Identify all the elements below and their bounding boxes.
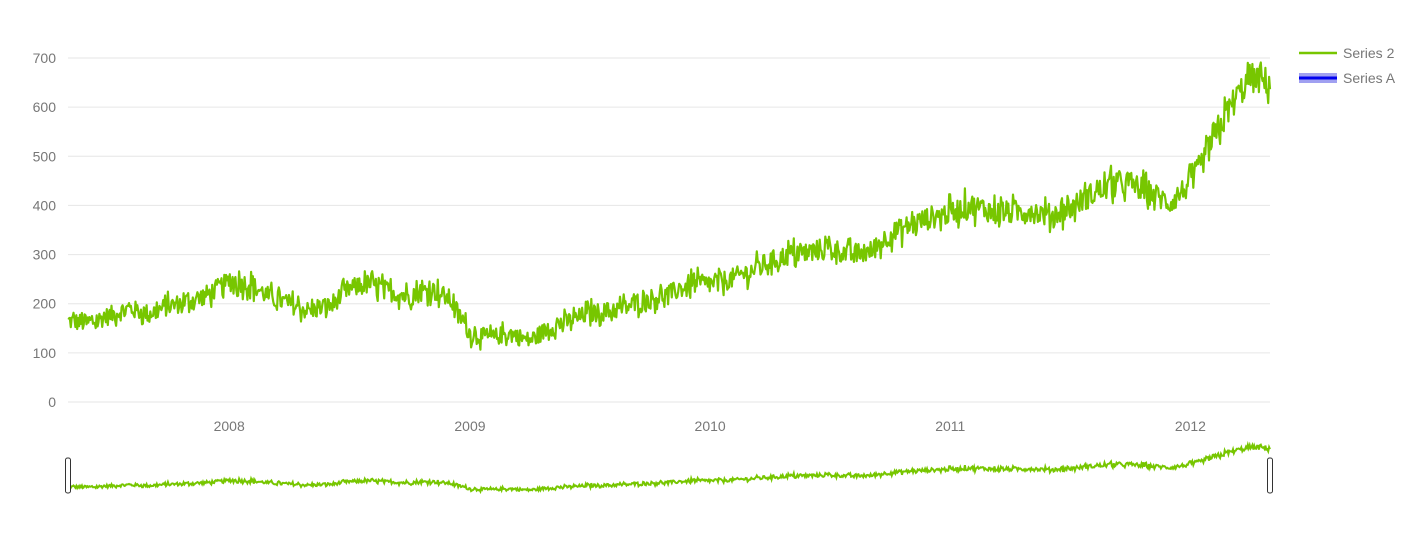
y-tick-label: 0: [48, 394, 56, 410]
range-handle-right[interactable]: [1267, 457, 1273, 494]
legend-item-label[interactable]: Series 2: [1343, 45, 1395, 61]
x-axis-ticks: 2008 2009 2010 2011 2012: [214, 418, 1207, 434]
y-tick-label: 400: [33, 197, 57, 213]
navigator-series-line: [67, 440, 1271, 495]
grid-layer: [68, 57, 1270, 403]
series-2-line[interactable]: [67, 61, 1272, 351]
y-tick-label: 300: [33, 247, 57, 263]
range-navigator: [65, 440, 1273, 495]
x-tick-label: 2012: [1175, 418, 1206, 434]
y-tick-label: 200: [33, 296, 57, 312]
y-tick-label: 500: [33, 148, 57, 164]
legend-item-label[interactable]: Series A: [1343, 70, 1396, 86]
y-tick-label: 700: [33, 50, 57, 66]
range-handle-left[interactable]: [65, 457, 71, 494]
x-tick-label: 2008: [214, 418, 245, 434]
x-tick-label: 2010: [695, 418, 726, 434]
x-tick-label: 2009: [454, 418, 485, 434]
legend: Series 2 Series A: [1299, 45, 1396, 86]
y-tick-label: 100: [33, 345, 57, 361]
y-tick-label: 600: [33, 99, 57, 115]
series-layer: [67, 61, 1272, 351]
x-tick-label: 2011: [935, 418, 965, 434]
y-axis-ticks: 0 100 200 300 400 500 600 700: [33, 50, 57, 410]
